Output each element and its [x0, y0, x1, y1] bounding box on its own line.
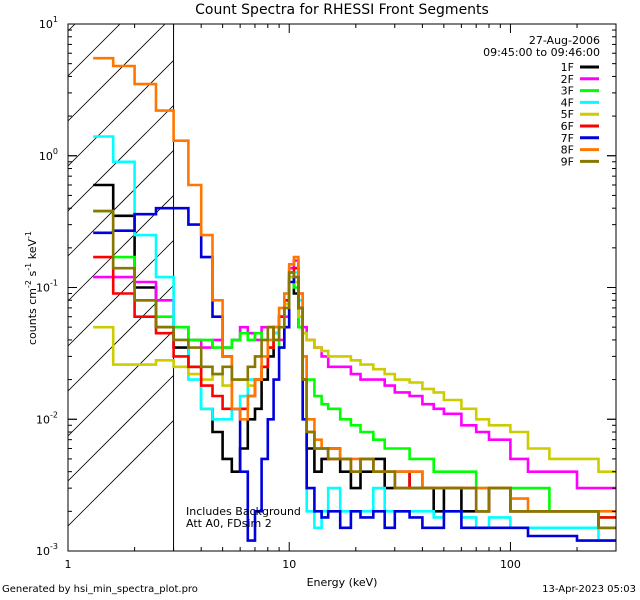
series-3F [93, 209, 616, 519]
x-tick-label: 1 [65, 558, 72, 571]
hatch-line [68, 105, 174, 212]
y-axis-label: counts cm-2 s-1 keV-1 [24, 231, 39, 345]
hatch-line [68, 150, 174, 257]
hatch-line [68, 60, 174, 167]
x-tick-label: 100 [500, 558, 521, 571]
series-1F [93, 183, 616, 530]
y-tick-label: 10-2 [36, 410, 58, 426]
axis-ticks: 1 10 100 10-3 10-2 10-1 100 101 [36, 15, 617, 571]
legend-label-6F: 6F [561, 120, 574, 133]
series-2F [93, 259, 616, 490]
hatch-line [68, 195, 174, 302]
legend-label-2F: 2F [561, 73, 574, 86]
legend-label-8F: 8F [561, 144, 574, 157]
time-range-annotation: 09:45:00 to 09:46:00 [483, 46, 600, 59]
legend-label-1F: 1F [561, 61, 574, 74]
attenuator-note: Att A0, FDsim 2 [186, 517, 272, 530]
render-timestamp: 13-Apr-2023 05:03 [542, 584, 636, 595]
legend-label-5F: 5F [561, 108, 574, 121]
hatch-line [68, 24, 166, 122]
series-layer [93, 56, 616, 542]
y-tick-label: 101 [39, 15, 58, 31]
excluded-energy-hatch [68, 24, 174, 527]
chart-title: Count Spectra for RHESSI Front Segments [195, 2, 489, 18]
series-8F [93, 56, 616, 513]
hatch-line [68, 375, 174, 482]
x-tick-label: 10 [282, 558, 296, 571]
date-annotation: 27-Aug-2006 [529, 34, 600, 47]
series-9F [93, 209, 616, 530]
hatch-line [68, 24, 121, 77]
hatch-line [68, 330, 174, 437]
hatch-line [68, 420, 174, 527]
hatch-line [68, 24, 76, 32]
x-axis-label: Energy (keV) [307, 576, 378, 589]
background-note: Includes Background [186, 505, 301, 518]
y-tick-label: 10-3 [36, 542, 58, 558]
legend-label-3F: 3F [561, 85, 574, 98]
series-6F [93, 255, 616, 519]
legend-label-9F: 9F [561, 155, 574, 168]
legend-label-7F: 7F [561, 132, 574, 145]
y-tick-label: 100 [39, 147, 58, 163]
legend-label-4F: 4F [561, 96, 574, 109]
y-tick-label: 10-1 [36, 279, 58, 295]
generated-by-text: Generated by hsi_min_spectra_plot.pro [2, 584, 198, 595]
